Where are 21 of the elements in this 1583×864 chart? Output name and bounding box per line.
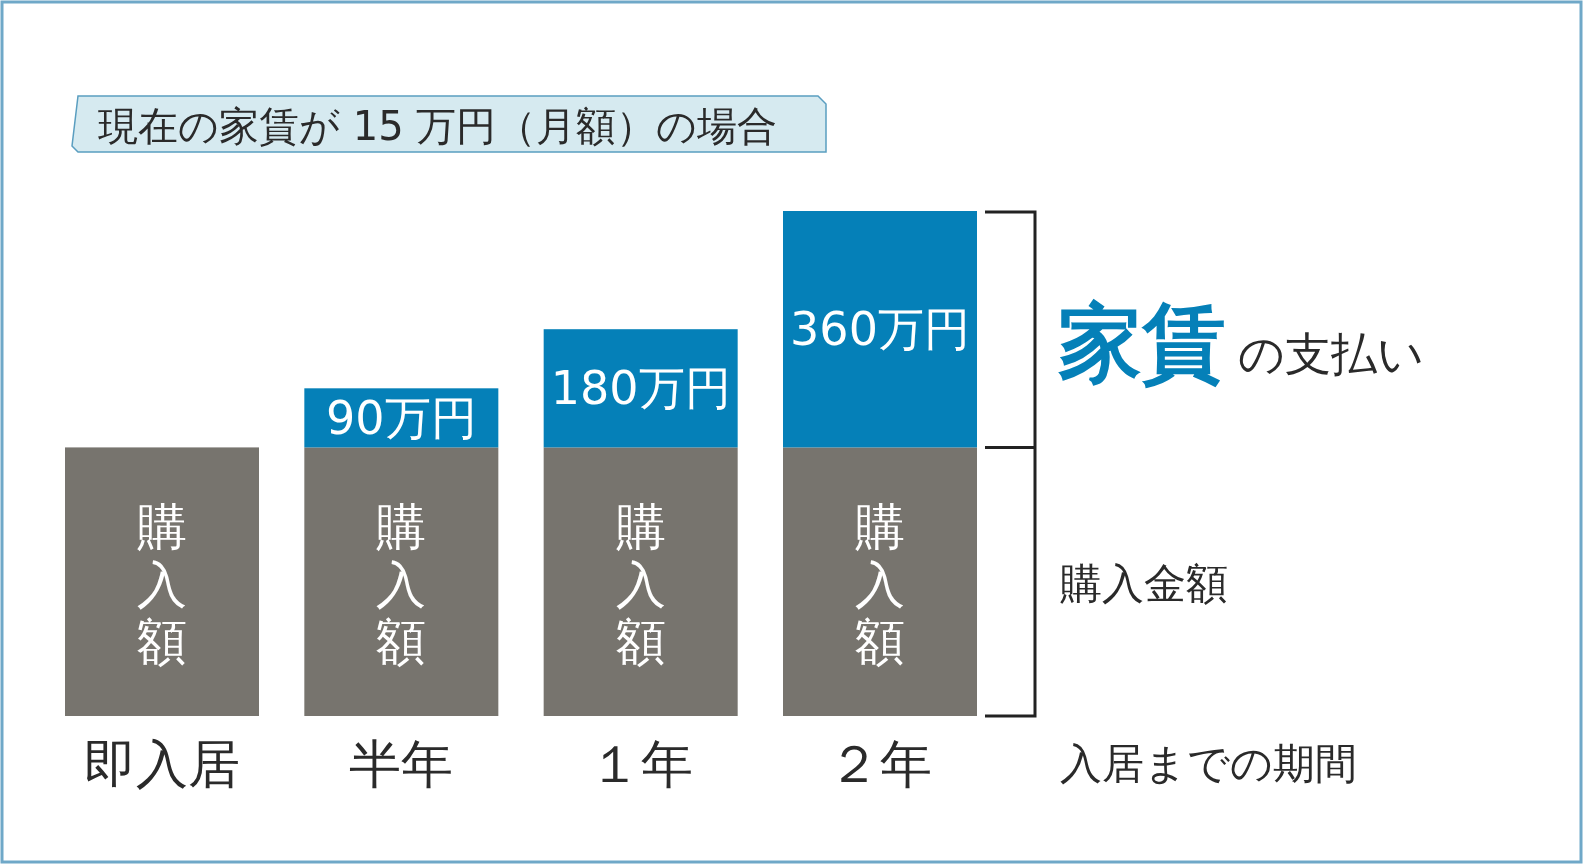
- text: 購入額: [615, 498, 666, 672]
- data-label: 180万円: [550, 361, 731, 416]
- data-label: 360万円: [790, 302, 970, 357]
- text: 購入額: [855, 498, 905, 672]
- x-axis-title: 入居までの期間: [1060, 739, 1357, 788]
- bar: [65, 447, 259, 716]
- x-tick-label: 半年: [349, 734, 454, 794]
- x-tick-label: ２年: [828, 734, 932, 794]
- series-label: 購入額: [137, 498, 187, 672]
- bar: [783, 447, 977, 716]
- chart-title: 現在の家賃が 15 万円（月額）の場合: [98, 103, 778, 149]
- data-label: 90万円: [326, 390, 477, 445]
- bar: [543, 447, 738, 716]
- text: 購入金額: [1060, 559, 1228, 608]
- text: の支払い: [1238, 327, 1424, 381]
- x-tick-label: 即入居: [84, 734, 240, 794]
- text: 家賃: [1058, 294, 1226, 392]
- x-tick-label: １年: [588, 734, 693, 794]
- text: 購入額: [376, 498, 427, 672]
- bar: [304, 447, 499, 716]
- bar: [783, 211, 977, 448]
